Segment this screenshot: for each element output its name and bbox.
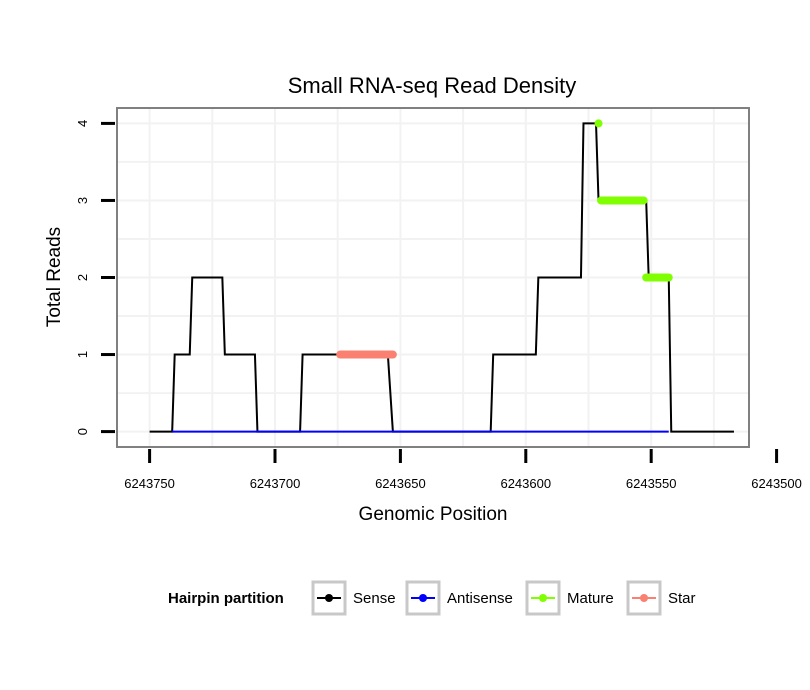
legend-title: Hairpin partition <box>168 590 284 607</box>
x-axis: 6243750 6243700 6243650 6243600 6243550 62435… <box>124 449 802 491</box>
x-tick-label: 6243550 <box>626 476 677 491</box>
legend-entry-star: Star <box>626 580 696 616</box>
series-mature-point <box>594 119 603 128</box>
y-tick-label: 1 <box>75 351 90 358</box>
legend-key-point <box>539 594 547 602</box>
legend: Hairpin partition Sense Antisense Mature St… <box>168 580 696 616</box>
legend-entry-sense: Sense <box>311 580 396 616</box>
legend-label: Antisense <box>447 590 513 607</box>
x-tick-label: 6243750 <box>124 476 175 491</box>
y-axis-title: Total Reads <box>44 227 65 327</box>
x-tick-label: 6243700 <box>250 476 301 491</box>
legend-entry-mature: Mature <box>525 580 614 616</box>
legend-entry-antisense: Antisense <box>405 580 513 616</box>
legend-key-point <box>419 594 427 602</box>
series-layer <box>149 119 734 433</box>
chart-title: Small RNA-seq Read Density <box>288 73 577 98</box>
legend-label: Star <box>668 590 696 607</box>
legend-key-point <box>325 594 333 602</box>
y-tick-label: 4 <box>75 120 90 127</box>
y-axis: 0 1 2 3 4 <box>75 120 115 435</box>
x-axis-title: Genomic Position <box>359 504 508 525</box>
x-tick-label: 6243500 <box>751 476 802 491</box>
plot-area <box>116 107 750 448</box>
legend-entries: Sense Antisense Mature Star <box>311 580 696 616</box>
plot-border <box>116 107 750 448</box>
legend-label: Mature <box>567 590 614 607</box>
x-tick-label: 6243600 <box>500 476 551 491</box>
x-tick-label: 6243650 <box>375 476 426 491</box>
legend-label: Sense <box>353 590 396 607</box>
legend-key-point <box>640 594 648 602</box>
y-tick-label: 0 <box>75 428 90 435</box>
y-tick-label: 2 <box>75 274 90 281</box>
y-tick-label: 3 <box>75 197 90 204</box>
